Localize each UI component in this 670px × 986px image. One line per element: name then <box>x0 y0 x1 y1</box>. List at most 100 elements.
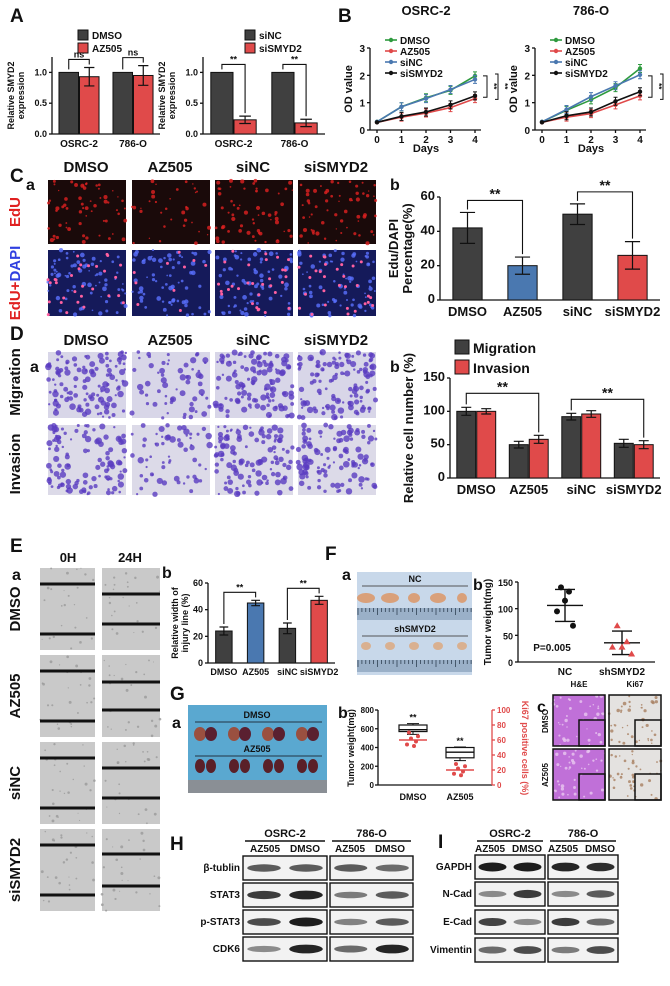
cell <box>61 445 65 449</box>
cell <box>319 185 322 188</box>
y-tick-label: 150 <box>423 369 445 384</box>
cell <box>114 275 118 279</box>
cell <box>182 482 186 485</box>
cell <box>217 492 221 496</box>
cell <box>66 762 69 765</box>
cell <box>116 748 118 751</box>
protein-band <box>586 946 615 954</box>
cell <box>105 490 111 496</box>
cell <box>181 424 187 431</box>
cell <box>338 200 340 203</box>
cell <box>205 396 209 400</box>
cell <box>319 435 323 438</box>
cell <box>116 271 119 274</box>
cell <box>122 362 126 366</box>
subpanel-label: a <box>12 567 21 584</box>
cell <box>596 712 600 716</box>
cell <box>595 769 599 772</box>
cell <box>124 728 127 731</box>
cell <box>339 415 344 419</box>
legend-label: AZ505 <box>92 44 122 55</box>
cell <box>92 878 95 882</box>
cell <box>159 265 163 269</box>
cell <box>122 468 128 474</box>
y-tick-label: 100 <box>498 605 513 615</box>
cell <box>601 712 603 715</box>
cell <box>254 437 260 443</box>
cell <box>230 449 236 455</box>
cell <box>260 404 267 411</box>
cell <box>61 468 65 473</box>
cell <box>241 406 248 413</box>
cell <box>339 304 342 307</box>
cell <box>198 479 203 483</box>
cell <box>305 475 309 479</box>
error-bar <box>589 107 593 117</box>
y-axis-label: Edu/DAPI <box>386 219 401 278</box>
cell <box>251 382 255 386</box>
cell <box>371 276 376 281</box>
cell <box>189 444 195 451</box>
cell <box>121 409 126 413</box>
cell <box>346 424 352 430</box>
cell <box>101 415 105 418</box>
edu-image <box>215 180 293 244</box>
y-axis-label: Relative cell number (%) <box>401 353 416 503</box>
cell <box>151 194 156 199</box>
cell <box>121 448 128 454</box>
x-tick-label: 0 <box>374 135 380 146</box>
cell <box>627 708 631 712</box>
cell <box>612 777 614 779</box>
cell <box>55 209 58 212</box>
cell <box>132 270 136 274</box>
cell <box>306 271 308 273</box>
legend-marker <box>388 37 394 43</box>
cell <box>147 758 151 761</box>
cell <box>86 701 88 704</box>
cell <box>628 705 631 708</box>
cell <box>51 788 54 792</box>
column-header: siSMYD2 <box>304 332 368 349</box>
injury-line <box>102 884 160 888</box>
x-tick-label: siSMYD2 <box>300 667 339 677</box>
cell <box>85 617 88 619</box>
y-tick-label: 0 <box>524 126 530 137</box>
cell <box>123 207 126 210</box>
cell <box>299 234 303 238</box>
cell <box>201 411 208 417</box>
cell <box>91 309 94 312</box>
cell <box>301 406 304 409</box>
cell <box>95 284 97 287</box>
cell <box>320 220 325 225</box>
cell <box>193 477 200 484</box>
ki67-point <box>456 766 460 771</box>
cell <box>102 286 107 292</box>
cell <box>366 300 370 304</box>
cell <box>162 382 169 389</box>
cell <box>106 396 113 403</box>
cell <box>156 477 163 485</box>
cell <box>367 435 375 442</box>
group-header: OSRC-2 <box>264 828 306 840</box>
cell <box>108 447 114 453</box>
cell <box>344 370 351 377</box>
y-tick-label: 2 <box>524 71 530 82</box>
cell <box>233 304 237 308</box>
cell <box>244 312 249 317</box>
cell <box>316 466 320 470</box>
cell <box>573 792 577 796</box>
cell <box>106 367 112 373</box>
cell <box>266 396 270 400</box>
cell <box>46 377 51 382</box>
cell <box>277 489 283 496</box>
cell <box>285 449 290 454</box>
cell <box>347 275 352 281</box>
cell <box>144 808 148 812</box>
cell <box>221 373 225 377</box>
cell <box>340 429 347 436</box>
cell <box>334 358 337 361</box>
legend-swatch <box>77 42 89 54</box>
tumor <box>381 593 399 603</box>
cell <box>366 294 370 298</box>
cell <box>198 230 200 233</box>
